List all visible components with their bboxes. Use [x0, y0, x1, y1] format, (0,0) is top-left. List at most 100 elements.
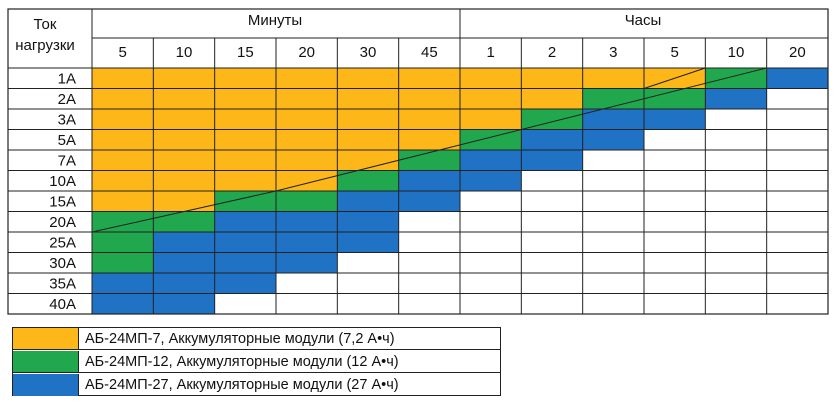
table-cell: [153, 88, 215, 109]
time-column-header: 10: [176, 44, 193, 61]
table-cell: [153, 211, 215, 232]
load-current-label: 5A: [58, 132, 76, 149]
table-cell: [644, 109, 706, 130]
table-cell: [398, 88, 460, 109]
table-cell: [460, 191, 522, 212]
table-cell: [766, 273, 828, 294]
table-cell: [705, 88, 767, 109]
table-cell: [276, 232, 338, 253]
table-cell: [337, 211, 399, 232]
table-cell: [276, 88, 338, 109]
table-cell: [214, 232, 276, 253]
table-cell: [214, 109, 276, 130]
load-current-label: 2A: [58, 91, 76, 108]
time-column-header: 15: [237, 44, 254, 61]
time-column-header: 20: [298, 44, 315, 61]
legend-label: АБ-24МП-27, Аккумуляторные модули (27 А•…: [85, 377, 399, 393]
table-cell: [460, 109, 522, 130]
load-header-line2: нагрузки: [15, 37, 75, 54]
table-cell: [214, 88, 276, 109]
minutes-group-header: Минуты: [248, 12, 302, 29]
table-cell: [766, 170, 828, 191]
table-cell: [398, 129, 460, 150]
table-cell: [214, 293, 276, 314]
table-cell: [398, 68, 460, 89]
table-cell: [92, 88, 154, 109]
table-cell: [92, 211, 154, 232]
legend: АБ-24МП-7, Аккумуляторные модули (7,2 А•…: [12, 327, 501, 396]
table-cell: [276, 68, 338, 89]
table-cell: [644, 150, 706, 171]
load-current-label: 7A: [58, 153, 76, 170]
legend-label: АБ-24МП-7, Аккумуляторные модули (7,2 А•…: [85, 331, 395, 347]
table-cell: [705, 150, 767, 171]
table-cell: [337, 129, 399, 150]
runtime-table: Ток нагрузки Минуты Часы 5 10 15 20 30 45 1 2 3 5…: [7, 8, 829, 315]
table-cell: [766, 109, 828, 130]
table-cell: [276, 170, 338, 191]
legend-item-ab24mp27: АБ-24МП-27, Аккумуляторные модули (27 А•…: [13, 374, 500, 396]
table-cell: [337, 68, 399, 89]
table-cell: [214, 129, 276, 150]
table-cell: [92, 273, 154, 294]
load-current-label: 40A: [49, 296, 76, 313]
table-cell: [521, 232, 583, 253]
table-cell: [276, 109, 338, 130]
load-current-label: 20A: [49, 214, 76, 231]
table-cell: [337, 170, 399, 191]
time-column-header: 10: [728, 44, 745, 61]
table-cell: [276, 293, 338, 314]
table-cell: [705, 68, 767, 89]
table-cell: [582, 109, 644, 130]
table-cell: [214, 191, 276, 212]
table-cell: [92, 68, 154, 89]
table-cell: [460, 88, 522, 109]
time-column-header: 2: [548, 44, 556, 61]
table-cell: [644, 273, 706, 294]
table-cell: [92, 191, 154, 212]
table-cell: [644, 293, 706, 314]
table-cell: [276, 129, 338, 150]
table-cell: [337, 273, 399, 294]
table-cell: [766, 232, 828, 253]
time-column-header: 5: [670, 44, 678, 61]
table-cell: [398, 109, 460, 130]
table-cell: [337, 150, 399, 171]
table-cell: [766, 191, 828, 212]
table-cell: [644, 211, 706, 232]
table-cell: [337, 252, 399, 273]
table-cell: [398, 232, 460, 253]
table-cell: [582, 150, 644, 171]
table-cell: [214, 68, 276, 89]
table-cell: [705, 109, 767, 130]
diagonal-divider: [643, 67, 706, 89]
table-cell: [521, 170, 583, 191]
table-cell: [398, 191, 460, 212]
time-column-header: 1: [486, 44, 494, 61]
load-header-line1: Ток: [34, 16, 57, 33]
table-cell: [705, 273, 767, 294]
table-cell: [766, 293, 828, 314]
legend-swatch-green: [13, 351, 79, 372]
table-cell: [460, 150, 522, 171]
table-cell: [705, 252, 767, 273]
table-cell: [521, 88, 583, 109]
table-cell: [582, 273, 644, 294]
table-cell: [153, 129, 215, 150]
table-cell: [766, 252, 828, 273]
table-cell: [521, 109, 583, 130]
table-cell: [153, 109, 215, 130]
table-cell: [582, 68, 644, 89]
table-cell: [214, 211, 276, 232]
table-cell: [214, 150, 276, 171]
table-cell: [766, 68, 828, 89]
table-cell: [153, 273, 215, 294]
table-cell: [276, 273, 338, 294]
table-cell: [766, 150, 828, 171]
load-current-label: 25A: [49, 235, 76, 252]
table-cell: [582, 88, 644, 109]
table-cell: [460, 293, 522, 314]
table-cell: [92, 129, 154, 150]
time-column-header: 30: [360, 44, 377, 61]
table-cell: [644, 129, 706, 150]
